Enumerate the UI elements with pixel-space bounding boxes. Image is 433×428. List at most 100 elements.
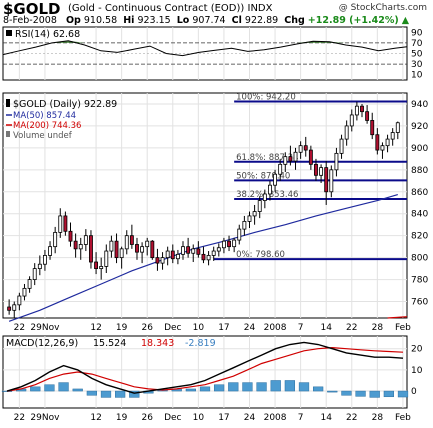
rsi-y-tick-label: 30 [411, 60, 423, 70]
candle-body [175, 253, 180, 260]
candle-body [109, 240, 114, 252]
macd-x-tick-label: 19 [116, 413, 128, 423]
macd-histogram-bar [383, 390, 394, 398]
macd-histogram-bar [270, 380, 281, 392]
candle-body [22, 287, 27, 297]
price-x-tick-label: 28 [372, 323, 384, 333]
candle-icon [6, 99, 10, 107]
candle-body [135, 244, 139, 253]
candle-body [68, 230, 73, 242]
price-panel-frame [2, 92, 408, 319]
candle-body [298, 145, 303, 153]
macd-legend-value: 15.524 [93, 338, 126, 349]
rsi-y-tick-label: 90 [411, 28, 423, 38]
macd-legend-signal: 18.343 [141, 338, 174, 349]
candle-body [232, 239, 237, 248]
candle-body [129, 235, 134, 245]
candle-body [375, 134, 380, 151]
candle-body [385, 138, 390, 147]
candle-body [257, 200, 262, 212]
macd-x-tick-label: 10 [193, 413, 205, 423]
candle-body [181, 246, 185, 255]
price-x-tick-label: 17 [218, 323, 229, 333]
macd-histogram-bar [397, 390, 409, 398]
candle-body [114, 240, 119, 259]
macd-histogram-bar [129, 390, 140, 398]
macd-x-tick-label: 12 [90, 413, 101, 423]
candle-body [43, 255, 47, 265]
macd-histogram-bar [72, 388, 83, 392]
candle-body [32, 268, 37, 280]
candle-body [206, 255, 211, 261]
candle-body [17, 295, 22, 306]
candle-body [99, 266, 104, 270]
macd-histogram-bar [30, 386, 41, 392]
close-value: 922.89 [244, 15, 279, 26]
macd-histogram-bar [298, 382, 310, 392]
candle-body [48, 246, 52, 256]
candle-body [283, 156, 288, 165]
macd-histogram-bar [341, 390, 352, 396]
macd-y-tick-label: 10 [411, 366, 423, 376]
macd-x-tick-label: Dec [164, 413, 181, 423]
macd-x-tick-label: 22 [14, 413, 25, 423]
price-x-tick-label: 26 [141, 323, 153, 333]
high-value: 923.15 [137, 15, 171, 26]
price-y-tick-label: 880 [411, 166, 428, 176]
macd-x-tick-label: 28 [372, 413, 384, 423]
candle-body [339, 138, 344, 154]
ohlc-summary: 8-Feb-2008 Op 910.58 Hi 923.15 Lo 907.74… [3, 15, 410, 26]
price-y-tick-label: 860 [411, 188, 428, 198]
macd-histogram-bar [115, 390, 126, 398]
candle-body [395, 122, 400, 133]
candle-body [170, 250, 175, 260]
stockcharts-watermark: @ StockCharts.com [338, 3, 427, 13]
candle-body [89, 235, 93, 263]
rsi-y-tick-label: 10 [411, 71, 423, 81]
change-up-arrow-icon: ▲ [401, 15, 410, 26]
macd-histogram-bar [100, 390, 112, 398]
candle-body [349, 114, 354, 127]
macd-histogram-bar [86, 390, 97, 396]
rsi-legend: RSI(14) 62.68 [15, 29, 80, 40]
price-x-tick-label: 14 [320, 323, 332, 333]
candle-body [365, 111, 370, 121]
candle-body [104, 250, 109, 267]
candle-body [329, 169, 334, 193]
macd-histogram-bar [185, 388, 196, 392]
candle-body [278, 163, 283, 175]
price-y-tick-label: 920 [411, 122, 428, 132]
candle-body [380, 145, 385, 151]
candle-body [150, 240, 155, 259]
candle-body [165, 250, 170, 259]
price-y-tick-label: 840 [411, 210, 428, 220]
candle-body [324, 167, 329, 193]
macd-x-tick-label: Feb [395, 413, 411, 423]
ma50-line [8, 194, 398, 322]
candle-body [191, 248, 196, 254]
candle-body [247, 215, 252, 222]
candle-body [242, 221, 247, 230]
macd-histogram-bar [313, 386, 324, 392]
price-y-tick-label: 940 [411, 100, 428, 110]
quote-date: 8-Feb-2008 [3, 15, 57, 26]
candle-body [237, 228, 242, 241]
macd-histogram-bar [256, 382, 267, 392]
candle-body [160, 257, 165, 264]
candle-body [293, 151, 298, 162]
macd-histogram-bar [199, 386, 211, 392]
macd-x-tick-label: 29Nov [30, 413, 60, 423]
candle-body [140, 246, 145, 253]
price-x-tick-label: Dec [164, 323, 181, 333]
macd-histogram-bar [58, 382, 69, 392]
price-x-tick-label: 10 [193, 323, 205, 333]
chart-title-description: (Gold - Continuous Contract (EOD)) INDX [68, 3, 273, 14]
candle-body [7, 306, 12, 311]
candle-body [94, 261, 99, 270]
ma50-legend: MA(50) 857.44 [13, 111, 76, 121]
price-x-tick-label: 2008 [264, 323, 287, 333]
price-x-tick-label: 24 [244, 323, 256, 333]
ma200-legend: MA(200) 744.36 [13, 121, 81, 131]
macd-histogram-bar [284, 380, 295, 392]
candle-body [201, 253, 206, 261]
